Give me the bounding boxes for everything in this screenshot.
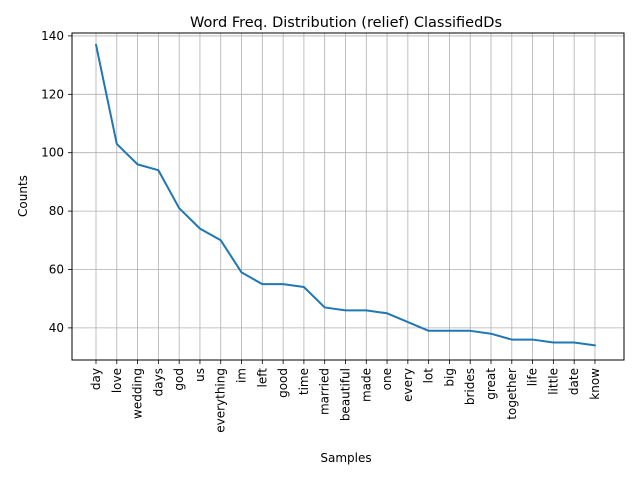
y-tick-label: 140 (41, 29, 64, 43)
y-tick-label: 100 (41, 146, 64, 160)
x-tick-label: everything (214, 368, 228, 433)
x-tick-label: lot (422, 368, 436, 384)
x-tick-label: great (484, 368, 498, 400)
y-axis-title: Counts (16, 175, 30, 217)
y-tick-label: 60 (49, 262, 64, 276)
grid (72, 33, 624, 360)
x-tick-label: big (442, 368, 456, 387)
x-tick-label: married (318, 368, 332, 415)
x-tick-label: im (235, 368, 249, 383)
x-tick-label: made (359, 368, 373, 402)
x-tick-label: know (588, 368, 602, 400)
x-tick-label: time (297, 368, 311, 395)
y-tick-label: 120 (41, 87, 64, 101)
x-tick-label: every (401, 368, 415, 402)
x-tick-label: beautiful (338, 368, 352, 421)
chart-title: Word Freq. Distribution (relief) Classif… (190, 15, 502, 31)
y-tick-label: 40 (49, 321, 64, 335)
x-tick-label: together (505, 368, 519, 420)
x-tick-label: god (172, 368, 186, 391)
y-tick-label: 80 (49, 204, 64, 218)
x-tick-label: life (526, 368, 540, 386)
x-tick-label: day (89, 368, 103, 390)
x-tick-label: one (380, 368, 394, 390)
x-tick-label: love (110, 368, 124, 393)
x-tick-label: little (546, 368, 560, 395)
x-tick-label: days (151, 368, 165, 396)
plot-frame (71, 32, 625, 361)
x-tick-label: left (255, 368, 269, 388)
x-tick-label: brides (463, 368, 477, 405)
x-tick-label: date (567, 368, 581, 395)
x-axis-ticks: day love wedding days god us everything im left g… (89, 360, 602, 433)
y-axis-ticks: 40 60 80 100 120 140 (41, 29, 72, 335)
x-tick-label: us (193, 368, 207, 382)
x-axis-title: Samples (320, 451, 371, 465)
series-layer (95, 43, 596, 347)
x-tick-label: wedding (131, 368, 145, 419)
x-tick-label: good (276, 368, 290, 398)
